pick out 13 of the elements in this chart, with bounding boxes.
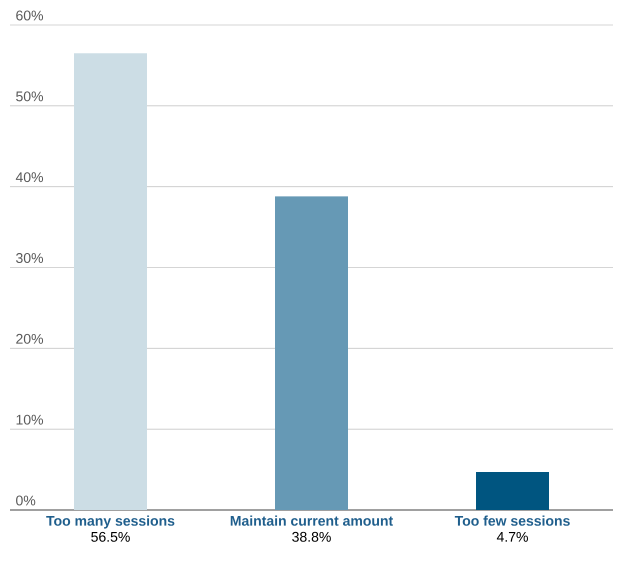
data-label: 38.8% [292,532,331,542]
y-tick-label: 0% [16,496,36,506]
x-tick-label: Too few sessions [454,516,570,526]
y-tick-label: 20% [16,334,44,344]
y-tick-label: 60% [16,10,44,20]
y-tick-label: 50% [16,91,44,102]
y-tick-label: 40% [16,172,44,182]
x-tick-label: Too many sessions [46,516,174,529]
data-label: 56.5% [91,532,130,542]
y-tick-label: 30% [16,253,44,263]
y-tick-label: 10% [16,414,44,425]
data-label: 4.7% [496,532,528,542]
x-tick-label: Maintain current amount [230,516,393,526]
